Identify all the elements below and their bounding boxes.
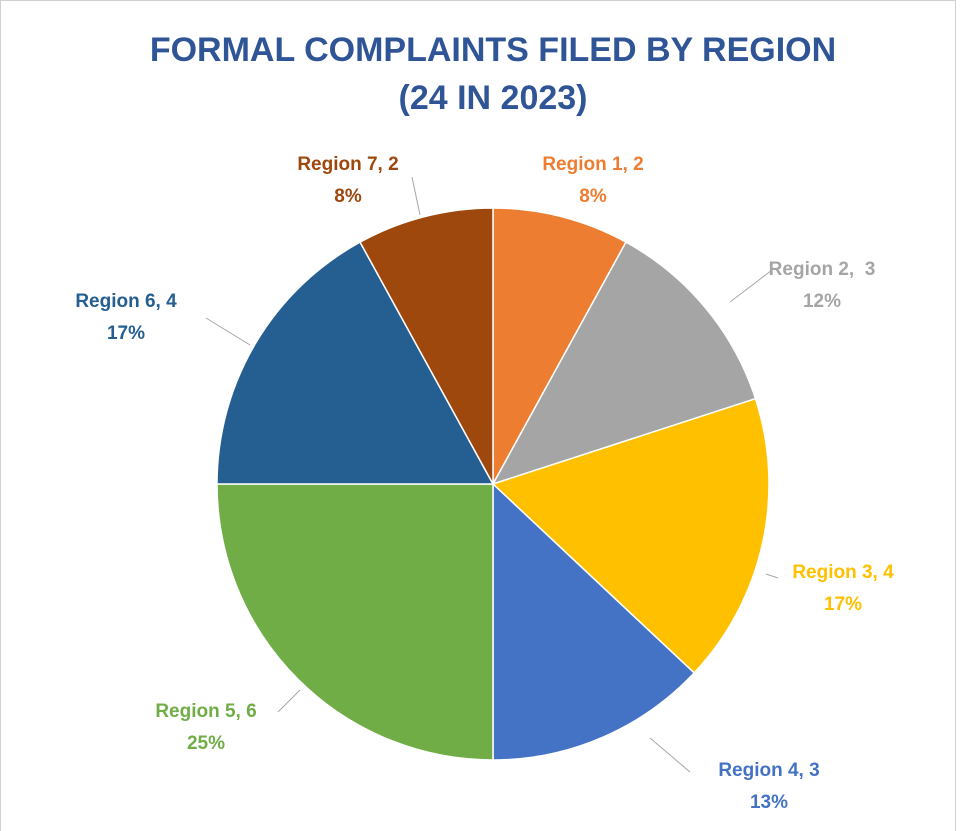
pie-slice [492, 482, 696, 761]
leader-line [729, 269, 773, 303]
pie-slice [216, 483, 494, 761]
pie-slice [216, 241, 495, 485]
chart-title: FORMAL COMPLAINTS FILED BY REGION [150, 31, 836, 69]
pie-slice [359, 207, 494, 485]
pie-slice [492, 207, 627, 485]
leader-line [649, 737, 691, 773]
pie-slice [491, 397, 770, 674]
data-label: 8% [579, 186, 607, 207]
leader-line [411, 176, 421, 216]
data-label: Region 3, 4 [792, 562, 894, 583]
data-label: Region 4, 3 [718, 760, 819, 781]
data-label: Region 7, 2 [297, 154, 398, 175]
data-label: 12% [803, 291, 841, 312]
leader-line [277, 689, 301, 713]
data-label: Region 6, 4 [75, 291, 177, 312]
data-label: Region 2, 3 [769, 259, 876, 280]
leader-line [205, 317, 251, 346]
data-label: 17% [107, 323, 145, 344]
leader-line [765, 573, 779, 579]
data-label: 8% [334, 186, 362, 207]
data-label: 13% [750, 792, 788, 813]
data-label: Region 5, 6 [155, 701, 256, 722]
chart-title: (24 IN 2023) [399, 79, 588, 117]
data-label: 17% [824, 594, 862, 615]
pie-slice [491, 241, 757, 486]
data-label: 25% [187, 733, 225, 754]
data-label: Region 1, 2 [542, 154, 643, 175]
